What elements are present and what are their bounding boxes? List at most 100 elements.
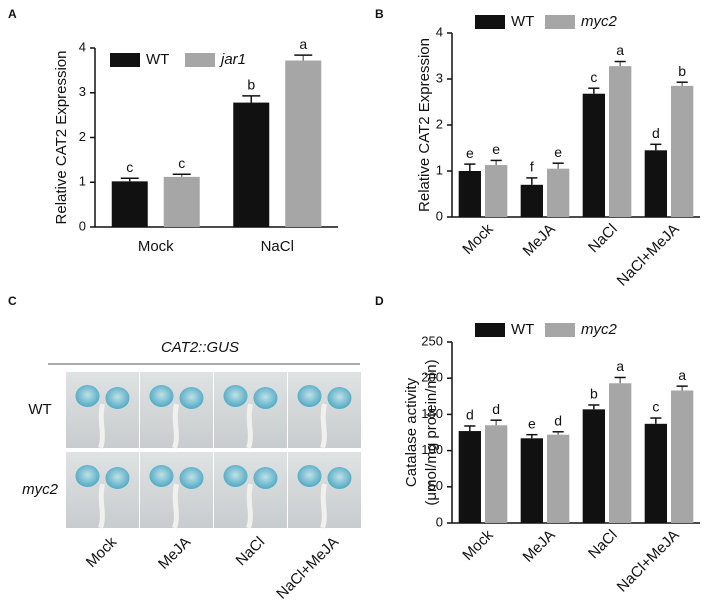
x-tick-label: Mock	[459, 220, 497, 258]
significance-letter: c	[652, 399, 659, 415]
x-tick-label: NaCl	[585, 527, 621, 563]
bar	[609, 66, 632, 218]
bar	[485, 165, 508, 217]
x-tick-label: NaCl+MeJA	[614, 527, 683, 596]
significance-letter: c	[590, 69, 597, 85]
cotyledon	[223, 385, 248, 407]
y-tick-label: 0	[436, 514, 443, 529]
significance-letter: c	[126, 159, 133, 175]
significance-letter: a	[678, 367, 686, 383]
significance-letter: a	[299, 36, 307, 52]
seedling-stem	[98, 403, 105, 449]
y-tick-label: 100	[421, 442, 443, 457]
y-tick-label: 50	[429, 478, 443, 493]
cotyledon	[223, 465, 248, 487]
row-label: myc2	[22, 481, 58, 498]
x-tick-label: NaCl+MeJA	[614, 221, 683, 290]
cotyledon	[297, 465, 322, 487]
significance-letter: d	[492, 401, 500, 417]
cotyledon	[327, 467, 352, 489]
seedling-stem	[246, 483, 253, 529]
bar	[520, 438, 543, 523]
cotyledon	[179, 467, 204, 489]
bar	[609, 383, 632, 523]
column-label: NaCl	[233, 534, 269, 570]
bar	[644, 150, 667, 217]
bar	[671, 85, 694, 218]
column-label: Mock	[83, 533, 121, 571]
significance-letter: d	[554, 412, 562, 428]
y-axis-label: Catalase activity	[403, 377, 420, 487]
bar	[458, 431, 481, 523]
significance-letter: e	[492, 141, 500, 157]
bar	[671, 390, 694, 523]
panel-label: B	[375, 7, 384, 21]
x-tick-label: Mock	[459, 526, 497, 564]
seedling-stem	[320, 403, 327, 449]
significance-letter: e	[466, 145, 474, 161]
legend-label: myc2	[581, 321, 617, 338]
y-tick-label: 1	[79, 174, 86, 189]
row-label: WT	[28, 401, 51, 418]
legend-label: WT	[511, 321, 534, 338]
x-tick-label: MeJA	[520, 221, 559, 260]
y-tick-label: 0	[436, 208, 443, 223]
cotyledon	[75, 385, 100, 407]
significance-letter: b	[590, 386, 598, 402]
panel-label: C	[8, 294, 17, 308]
significance-letter: d	[466, 407, 474, 423]
y-tick-label: 3	[79, 84, 86, 99]
x-tick-label: NaCl	[261, 238, 294, 255]
bar	[547, 168, 570, 217]
seedling-stem	[98, 483, 105, 529]
bar	[458, 171, 481, 217]
legend-label: myc2	[581, 13, 617, 30]
legend-label: jar1	[219, 51, 246, 68]
y-tick-label: 1	[436, 162, 443, 177]
y-tick-label: 150	[421, 406, 443, 421]
significance-letter: e	[554, 144, 562, 160]
seedling-stem	[172, 403, 179, 449]
bar	[163, 176, 200, 227]
bar	[111, 181, 148, 227]
significance-letter: f	[530, 159, 534, 175]
legend-swatch	[185, 53, 215, 67]
bar	[285, 60, 322, 227]
y-axis-label: Relative CAT2 Expression	[53, 51, 70, 225]
bar	[547, 434, 570, 523]
legend-swatch	[475, 323, 505, 337]
legend-label: WT	[511, 13, 534, 30]
significance-letter: e	[528, 415, 536, 431]
cotyledon	[253, 387, 278, 409]
panel-label: A	[8, 7, 17, 21]
significance-letter: c	[178, 155, 185, 171]
x-tick-label: NaCl	[585, 221, 621, 257]
y-tick-label: 4	[436, 24, 443, 39]
cotyledon	[149, 465, 174, 487]
y-axis-label: (μmol/mg protein/min)	[423, 359, 440, 505]
y-tick-label: 250	[421, 333, 443, 348]
legend-label: WT	[146, 51, 169, 68]
y-tick-label: 3	[436, 70, 443, 85]
y-tick-label: 2	[79, 129, 86, 144]
column-label: NaCl+MeJA	[273, 534, 342, 603]
x-tick-label: Mock	[138, 238, 174, 255]
seedling-stem	[172, 483, 179, 529]
cotyledon	[75, 465, 100, 487]
cotyledon	[179, 387, 204, 409]
y-tick-label: 4	[79, 39, 86, 54]
significance-letter: b	[247, 77, 255, 93]
cotyledon	[105, 387, 130, 409]
legend-swatch	[545, 323, 575, 337]
legend-swatch	[110, 53, 140, 67]
bar	[644, 423, 667, 523]
bar	[520, 184, 543, 217]
cotyledon	[297, 385, 322, 407]
significance-letter: d	[652, 125, 660, 141]
legend-swatch	[475, 15, 505, 29]
y-tick-label: 2	[436, 116, 443, 131]
seedling-stem	[320, 483, 327, 529]
significance-letter: a	[616, 42, 624, 58]
cotyledon	[149, 385, 174, 407]
